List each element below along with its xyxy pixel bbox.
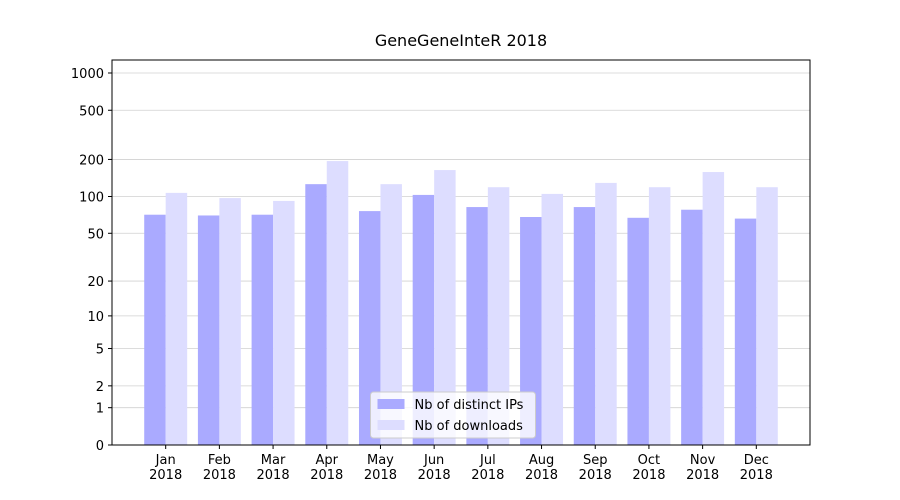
x-tick-label: May 2018 xyxy=(363,453,397,483)
y-tick-label: 10 xyxy=(87,310,104,325)
y-tick-label: 0 xyxy=(96,439,104,454)
bar xyxy=(573,207,596,445)
y-tick-label: 1000 xyxy=(71,67,104,82)
bar xyxy=(487,187,510,445)
legend-swatch xyxy=(377,420,405,430)
legend-label: Nb of distinct IPs xyxy=(415,398,524,413)
bar xyxy=(681,209,703,445)
bar xyxy=(466,207,488,445)
bar xyxy=(251,214,274,445)
bar xyxy=(412,194,435,445)
bar xyxy=(326,161,349,445)
x-tick-label: Apr 2018 xyxy=(310,453,344,483)
bar xyxy=(434,170,456,445)
bar xyxy=(520,217,542,445)
y-tick-label: 5 xyxy=(96,343,104,358)
plot-frame xyxy=(111,59,811,446)
x-tick-label: Oct 2018 xyxy=(632,453,666,483)
y-tick-label: 1 xyxy=(96,402,104,417)
x-tick-label: Jul 2018 xyxy=(471,453,505,483)
x-tick-label: Mar 2018 xyxy=(256,453,290,483)
bar xyxy=(273,200,295,445)
bar xyxy=(541,193,564,445)
legend-label: Nb of downloads xyxy=(415,419,524,434)
bar xyxy=(144,214,166,445)
x-tick-label: Dec 2018 xyxy=(739,453,773,483)
bar xyxy=(648,187,671,445)
bar xyxy=(756,187,778,445)
x-tick-label: Nov 2018 xyxy=(686,453,720,483)
x-tick-label: Jun 2018 xyxy=(417,453,451,483)
x-tick-label: Sep 2018 xyxy=(578,453,612,483)
y-tick-label: 500 xyxy=(79,104,104,119)
bar xyxy=(595,182,617,446)
x-tick-label: Jan 2018 xyxy=(149,453,183,483)
x-tick-label: Feb 2018 xyxy=(202,453,236,483)
chart-title: GeneGeneInteR 2018 xyxy=(375,31,547,50)
y-tick-label: 200 xyxy=(79,153,104,168)
y-tick-label: 100 xyxy=(79,190,104,205)
bar xyxy=(380,184,402,445)
bar xyxy=(219,198,241,445)
bar xyxy=(358,211,381,445)
bar xyxy=(197,215,220,445)
bar xyxy=(734,218,757,445)
legend-box xyxy=(370,391,536,439)
y-tick-label: 50 xyxy=(87,227,104,242)
bar xyxy=(702,172,725,445)
y-tick-label: 2 xyxy=(96,380,104,395)
y-tick-label: 20 xyxy=(87,275,104,290)
bar xyxy=(305,184,327,445)
bar xyxy=(165,192,188,445)
x-tick-label: Aug 2018 xyxy=(524,453,559,483)
legend-swatch xyxy=(377,399,405,409)
legend: Nb of distinct IPs Nb of downloads xyxy=(370,391,536,439)
bar xyxy=(627,217,649,445)
